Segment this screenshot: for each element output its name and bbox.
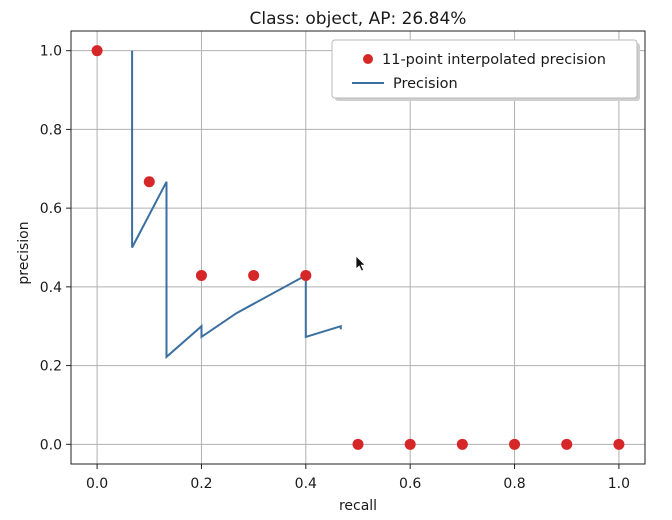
y-tick-label: 0.2 <box>40 359 62 375</box>
legend-label-precision: Precision <box>393 76 458 92</box>
interpolated-precision-point <box>352 438 364 450</box>
precision-line <box>131 50 342 360</box>
interpolated-precision-point <box>456 438 468 450</box>
x-tick-label: 0.6 <box>399 476 421 492</box>
grid-lines <box>71 31 645 464</box>
legend-box <box>331 39 638 99</box>
x-axis-ticks: 0.0 0.2 0.4 0.6 0.8 1.0 <box>86 464 630 492</box>
y-tick-label: 1.0 <box>40 44 62 60</box>
x-tick-label: 0.8 <box>503 476 525 492</box>
x-tick-label: 0.4 <box>295 476 317 492</box>
y-axis-label: precision <box>16 221 32 284</box>
y-axis-ticks: 0.0 0.2 0.4 0.6 0.8 1.0 <box>40 44 71 453</box>
interpolated-precision-point <box>613 438 625 450</box>
series-layer <box>91 45 625 450</box>
chart-title: Class: object, AP: 26.84% <box>250 9 467 29</box>
x-tick-label: 0.0 <box>86 476 108 492</box>
interpolated-precision-point <box>91 45 103 57</box>
x-tick-label: 1.0 <box>608 476 630 492</box>
y-tick-label: 0.4 <box>40 280 62 296</box>
interpolated-precision-point <box>404 438 416 450</box>
interpolated-precision-point <box>300 269 312 281</box>
interpolated-precision-point <box>143 176 155 188</box>
interpolated-precision-point <box>195 269 207 281</box>
x-axis-label: recall <box>339 498 377 514</box>
legend-marker-interpolated <box>363 54 373 64</box>
y-tick-label: 0.0 <box>40 437 62 453</box>
plot-area-frame <box>70 30 646 465</box>
y-tick-label: 0.6 <box>40 201 62 217</box>
legend: 11-point interpolated precision Precisio… <box>331 39 640 101</box>
interpolated-precision-point <box>248 269 260 281</box>
interpolated-precision-point <box>561 438 573 450</box>
y-tick-label: 0.8 <box>40 122 62 138</box>
interpolated-precision-point <box>509 438 521 450</box>
mouse-cursor-icon <box>355 255 367 272</box>
legend-label-interpolated: 11-point interpolated precision <box>382 52 606 68</box>
x-tick-label: 0.2 <box>190 476 212 492</box>
